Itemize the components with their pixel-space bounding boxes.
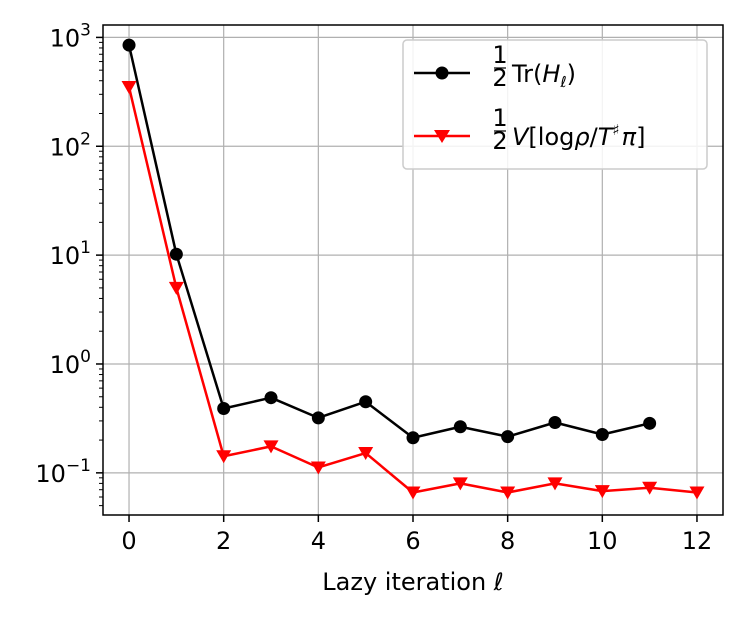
legend-marker-series-2 — [434, 130, 450, 143]
series-layer — [121, 38, 705, 500]
data-point-series-1 — [169, 247, 183, 261]
svg-text:V[logρ/T♯π]: V[logρ/T♯π] — [512, 121, 645, 151]
data-point-series-2 — [168, 281, 184, 295]
data-point-series-2 — [452, 477, 468, 491]
x-tick-label: 10 — [587, 527, 618, 555]
data-point-series-1 — [595, 428, 609, 442]
data-point-series-1 — [264, 391, 278, 405]
legend-label-series-2: 1 2 V[logρ/T♯π] — [492, 104, 645, 155]
data-point-series-2 — [547, 477, 563, 491]
data-point-series-1 — [311, 411, 325, 425]
y-tick-label: 103 — [50, 20, 91, 52]
svg-text:2: 2 — [492, 64, 507, 92]
legend-label-series-1: 1 2 Tr(Hℓ) — [492, 41, 576, 92]
y-tick-label: 102 — [50, 129, 91, 161]
data-point-series-1 — [217, 402, 231, 416]
y-tick-label: 101 — [50, 238, 91, 270]
data-point-series-1 — [122, 38, 136, 52]
y-tick-label: 10−1 — [35, 456, 91, 488]
y-tick-label: 100 — [50, 347, 91, 379]
svg-text:1: 1 — [492, 104, 507, 132]
legend-marker-series-1 — [435, 66, 449, 80]
data-point-series-2 — [263, 440, 279, 454]
series-line-1 — [127, 44, 650, 440]
data-point-series-2 — [500, 486, 516, 500]
data-point-series-2 — [358, 447, 374, 461]
svg-text:2: 2 — [492, 127, 507, 155]
x-tick-label: 4 — [311, 527, 326, 555]
svg-text:1: 1 — [492, 41, 507, 69]
legend: 1 2 Tr(Hℓ) 1 2 V[logρ/T♯π] — [402, 39, 708, 170]
data-point-series-2 — [405, 486, 421, 500]
x-tick-label: 2 — [216, 527, 231, 555]
x-tick-label: 12 — [682, 527, 713, 555]
data-point-series-2 — [310, 461, 326, 475]
x-tick-label: 6 — [405, 527, 420, 555]
x-tick-label: 8 — [500, 527, 515, 555]
x-axis-label: Lazy iteration ℓ — [322, 568, 503, 596]
x-tick-label: 0 — [121, 527, 136, 555]
data-point-series-2 — [121, 81, 137, 95]
data-point-series-1 — [548, 416, 562, 430]
data-point-series-2 — [594, 485, 610, 499]
data-point-series-2 — [216, 450, 232, 464]
data-point-series-2 — [642, 481, 658, 495]
legend-box — [402, 39, 708, 170]
data-point-series-1 — [643, 416, 657, 430]
data-point-series-1 — [453, 420, 467, 434]
data-point-series-1 — [501, 430, 515, 444]
data-point-series-1 — [359, 395, 373, 409]
data-point-series-2 — [689, 486, 705, 500]
svg-text:Tr(Hℓ): Tr(Hℓ) — [511, 60, 576, 91]
data-point-series-1 — [406, 431, 420, 445]
